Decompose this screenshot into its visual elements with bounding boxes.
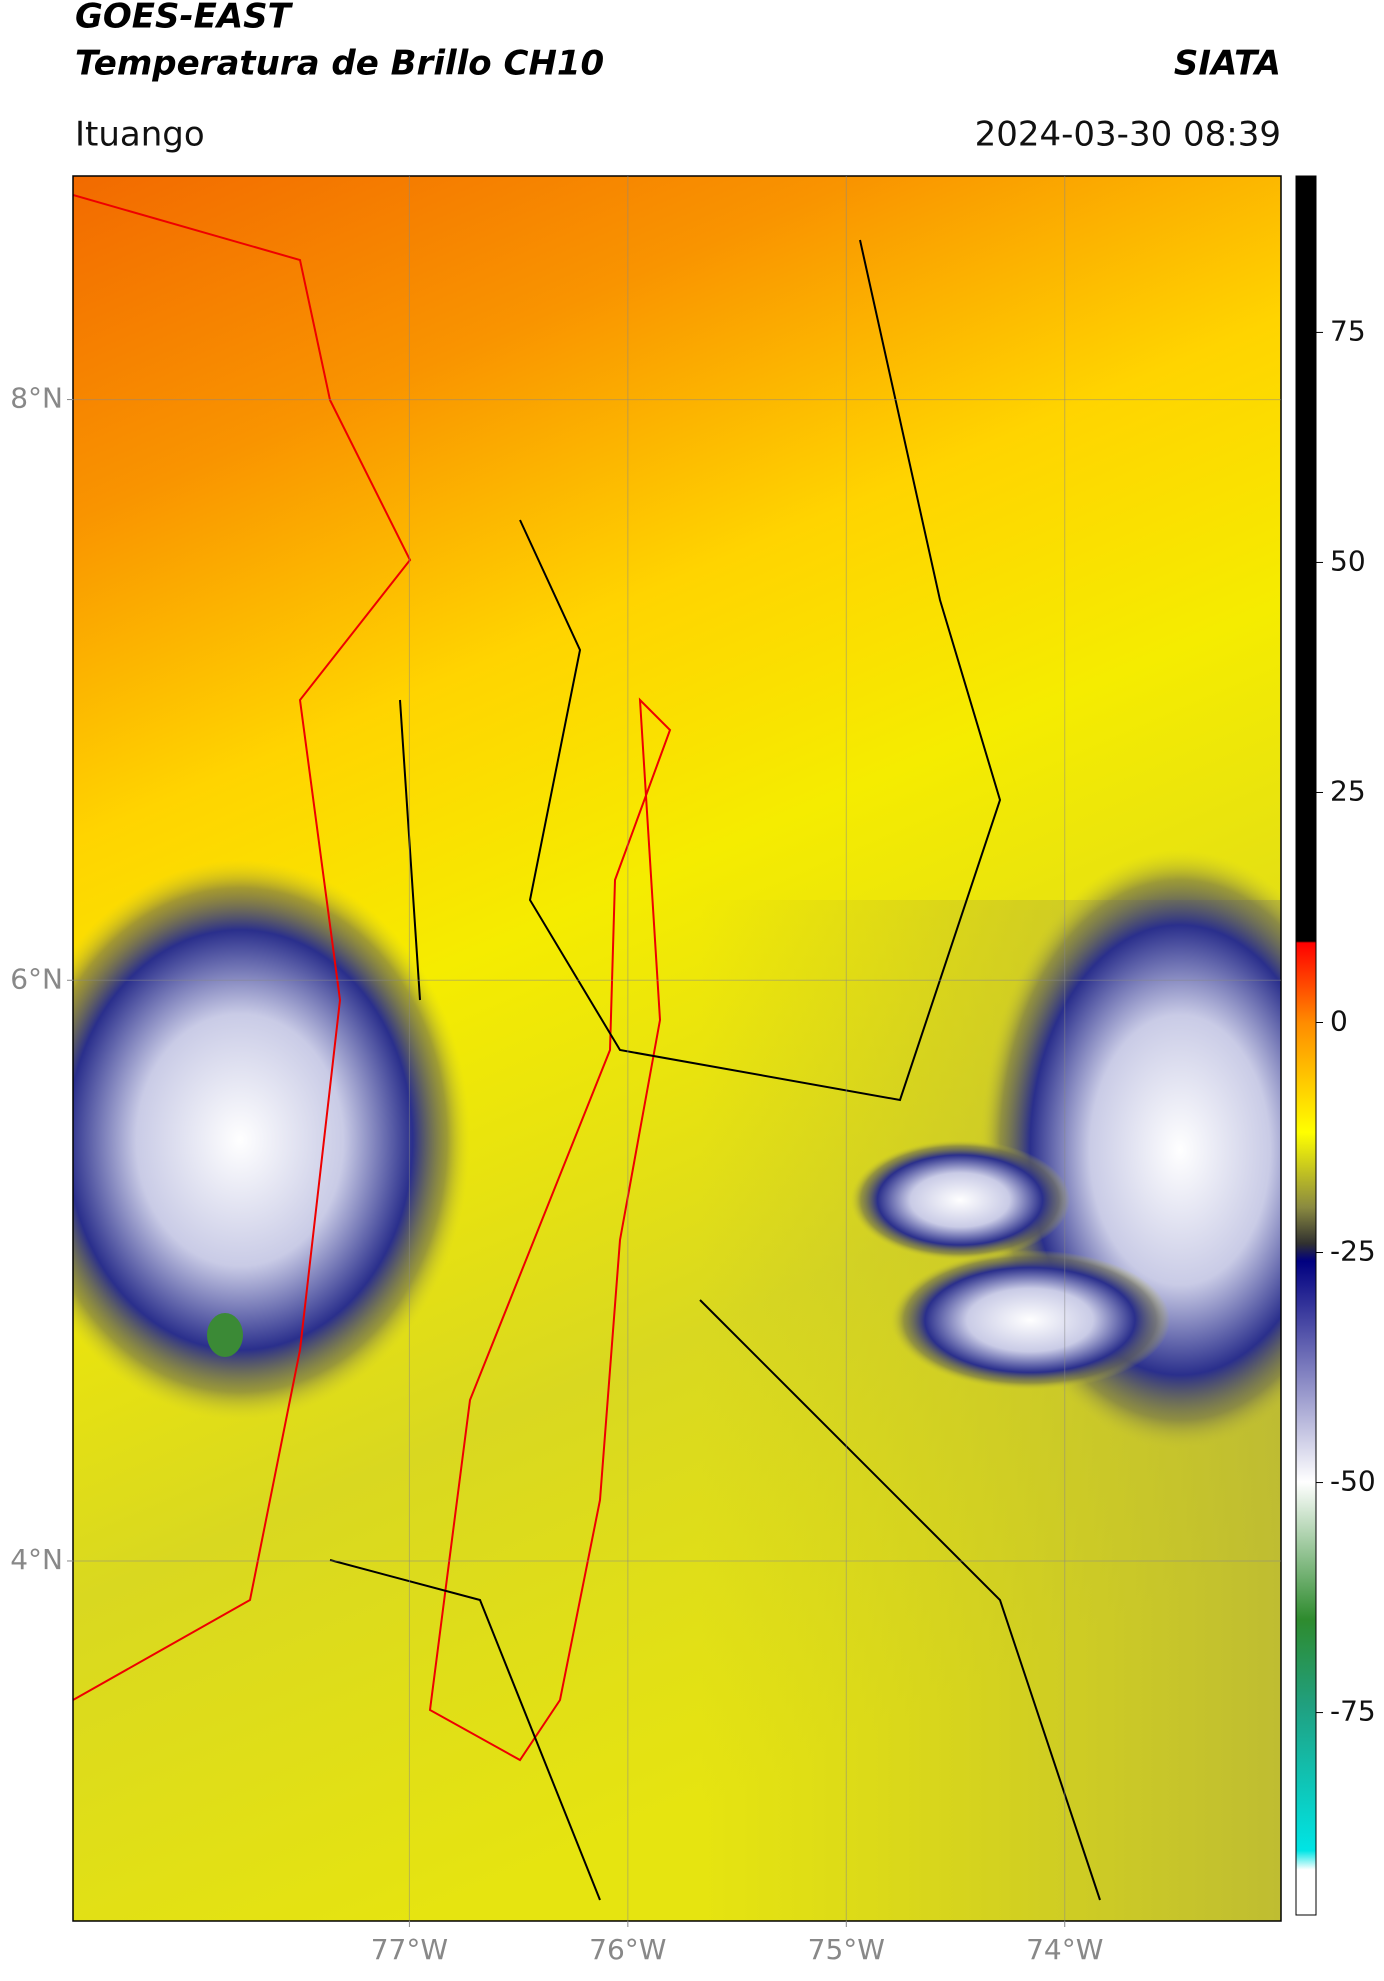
location: Ituango — [75, 115, 205, 155]
x-tick-label: 76°W — [589, 1933, 666, 1966]
x-tick-label: 75°W — [808, 1933, 885, 1966]
y-tick-label: 4°N — [10, 1543, 63, 1576]
source: SIATA — [1174, 44, 1281, 84]
x-tick-label: 74°W — [1026, 1933, 1103, 1966]
datetime: 2024-03-30 08:39 — [975, 115, 1281, 155]
y-tick-label: 8°N — [10, 382, 63, 415]
colorbar-tick-label: 25 — [1330, 774, 1366, 807]
title: GOES-EAST — [75, 0, 294, 37]
colorbar-tick-label: -25 — [1330, 1235, 1376, 1268]
colorbar-tick-label: 0 — [1330, 1004, 1348, 1037]
colorbar-tick-label: -75 — [1330, 1695, 1376, 1728]
x-tick-label: 77°W — [371, 1933, 448, 1966]
colorbar — [1295, 175, 1317, 1916]
colorbar-tick-label: 50 — [1330, 544, 1366, 577]
subtitle: Temperatura de Brillo CH10 — [75, 44, 604, 84]
colorbar-tick-label: -50 — [1330, 1465, 1376, 1498]
map-image — [73, 176, 1281, 1921]
map-frame — [72, 175, 1282, 1922]
y-tick-label: 6°N — [10, 962, 63, 995]
colorbar-tick-label: 75 — [1330, 314, 1366, 347]
